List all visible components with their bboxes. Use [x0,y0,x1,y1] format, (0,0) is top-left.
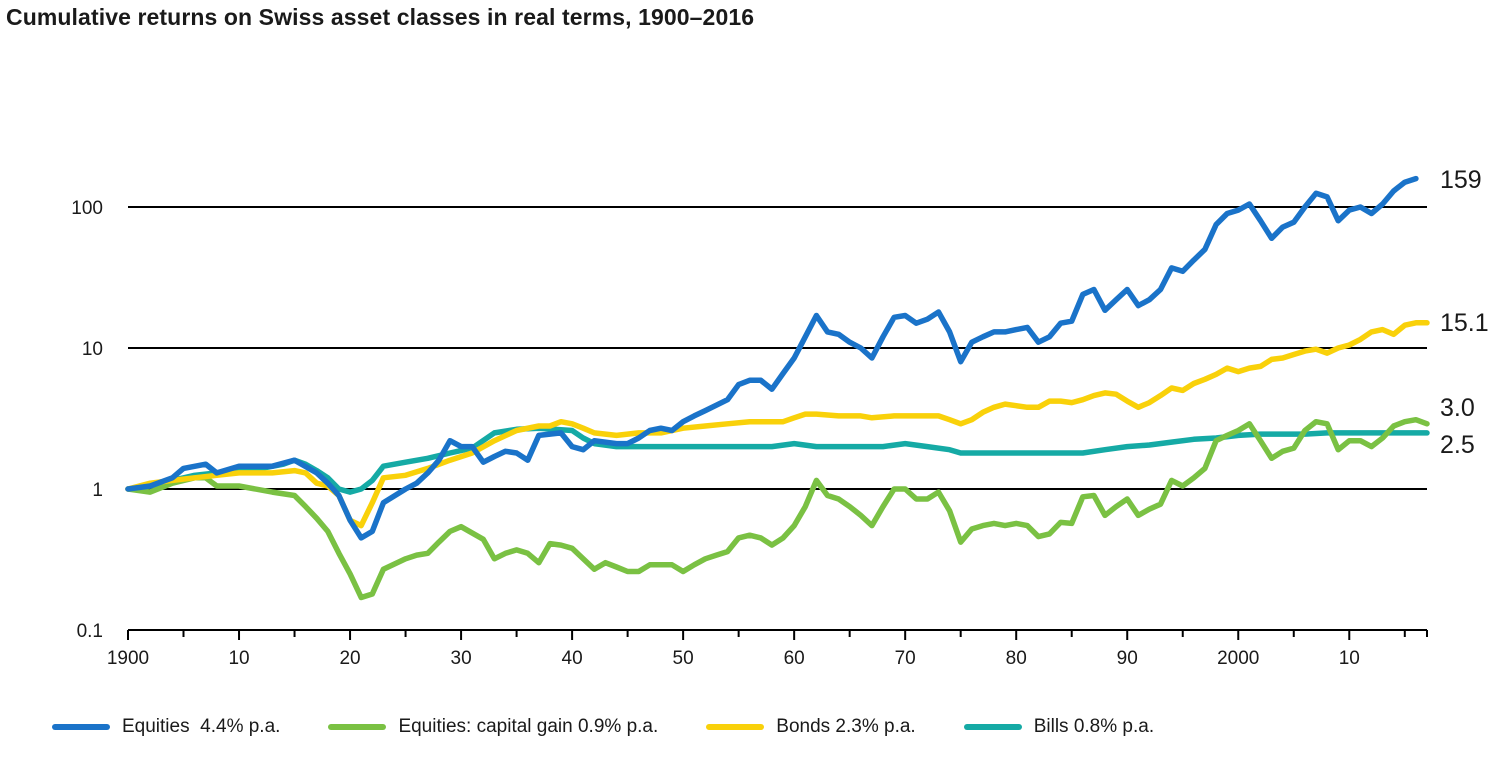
y-tick-label: 0.1 [77,621,103,642]
legend-label-equities-capital-gain: Equities: capital gain 0.9% p.a. [398,716,659,737]
y-tick-label: 100 [71,198,103,219]
legend-item-equities: Equities 4.4% p.a. [52,716,280,738]
x-tick-label: 10 [1339,648,1360,669]
legend-label-bills: Bills 0.8% p.a. [1033,716,1155,737]
end-value-label: 159 [1440,166,1482,194]
x-tick-label: 40 [562,648,583,669]
legend-swatch-equities-capital-gain [328,724,387,730]
end-value-label: 15.1 [1440,309,1489,337]
legend-item-bills: Bills 0.8% p.a. [963,716,1155,738]
legend: Equities 4.4% p.a. Equities: capital gai… [52,716,1202,738]
x-tick-label: 2000 [1217,648,1259,669]
end-value-label: 2.5 [1440,431,1475,459]
x-tick-label: 20 [339,648,360,669]
x-tick-label: 80 [1006,648,1027,669]
x-tick-label: 10 [228,648,249,669]
legend-swatch-bonds [706,724,765,730]
legend-item-equities-capital-gain: Equities: capital gain 0.9% p.a. [328,716,658,738]
y-tick-label: 10 [82,339,103,360]
legend-item-bonds: Bonds 2.3% p.a. [706,716,916,738]
chart-title: Cumulative returns on Swiss asset classe… [6,4,755,30]
legend-swatch-equities [52,724,110,730]
x-tick-label: 90 [1117,648,1138,669]
legend-label-bonds: Bonds 2.3% p.a. [776,716,916,737]
legend-swatch-bills [963,724,1022,730]
x-tick-label: 50 [673,648,694,669]
series-line-0 [125,175,1419,541]
y-tick-label: 1 [92,480,103,501]
series-line-2 [125,320,1430,529]
end-value-label: 3.0 [1440,394,1475,422]
x-tick-label: 70 [895,648,916,669]
legend-label-equities: Equities 4.4% p.a. [122,716,281,737]
x-tick-label: 60 [784,648,805,669]
line-chart: 1900 10 20 30 40 50 60 70 80 90 2000 10 0.1 1 10 100 159… [71,166,1489,669]
x-tick-label: 1900 [107,648,149,669]
series-line-1 [125,416,1430,601]
series-line-3 [125,425,1430,495]
x-tick-label: 30 [451,648,472,669]
